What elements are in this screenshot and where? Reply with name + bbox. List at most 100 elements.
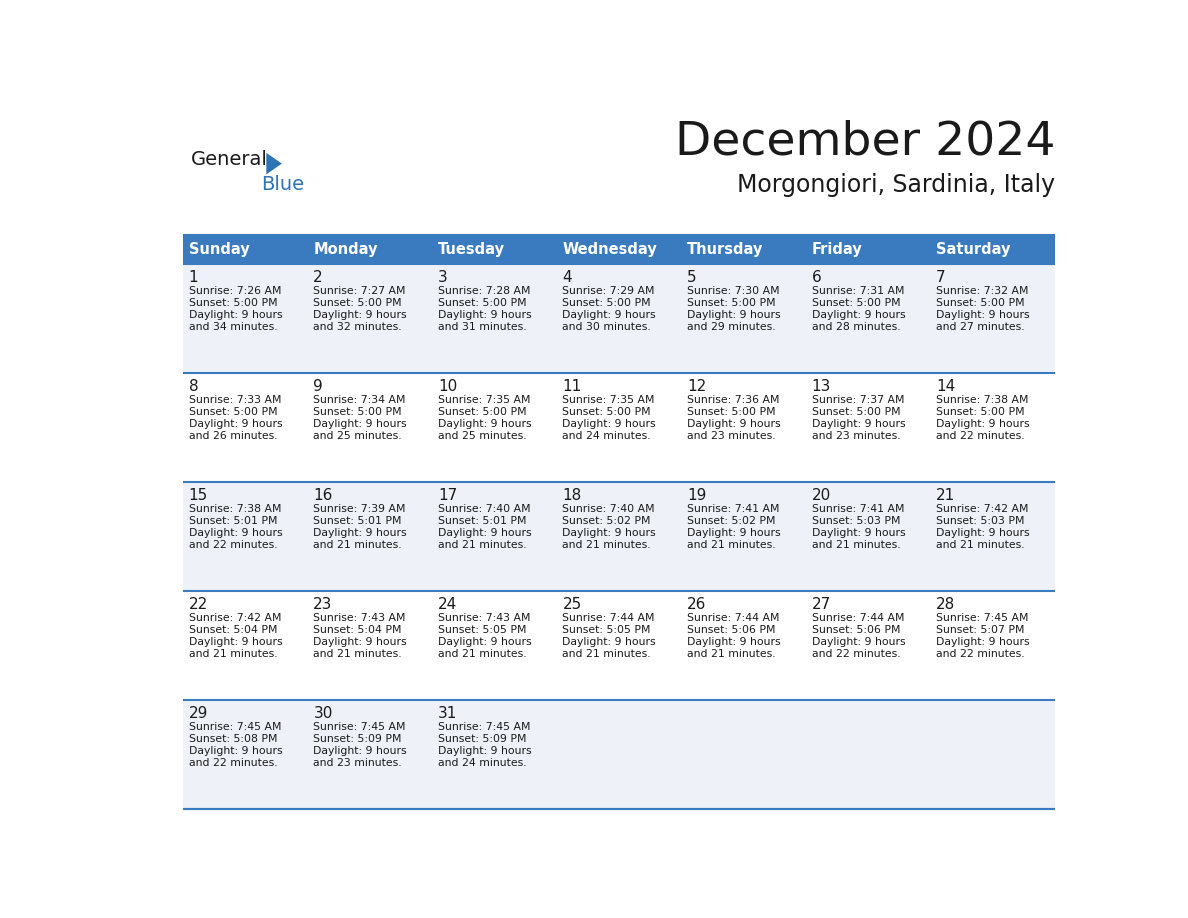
Text: 24: 24 xyxy=(438,597,457,611)
Text: Sunset: 5:00 PM: Sunset: 5:00 PM xyxy=(562,297,651,308)
Text: Sunrise: 7:45 AM: Sunrise: 7:45 AM xyxy=(438,722,530,732)
Text: Sunset: 5:02 PM: Sunset: 5:02 PM xyxy=(687,516,776,526)
Text: Sunrise: 7:41 AM: Sunrise: 7:41 AM xyxy=(811,504,904,514)
Text: 2: 2 xyxy=(314,270,323,285)
Text: and 22 minutes.: and 22 minutes. xyxy=(811,649,901,658)
Text: and 27 minutes.: and 27 minutes. xyxy=(936,321,1025,331)
Text: and 31 minutes.: and 31 minutes. xyxy=(438,321,526,331)
Text: Daylight: 9 hours: Daylight: 9 hours xyxy=(314,528,407,538)
Text: Sunset: 5:09 PM: Sunset: 5:09 PM xyxy=(438,733,526,744)
Text: Sunrise: 7:36 AM: Sunrise: 7:36 AM xyxy=(687,395,779,405)
Text: and 25 minutes.: and 25 minutes. xyxy=(438,431,526,441)
Text: 15: 15 xyxy=(189,487,208,503)
Text: Sunset: 5:00 PM: Sunset: 5:00 PM xyxy=(438,407,526,417)
Text: Daylight: 9 hours: Daylight: 9 hours xyxy=(811,309,905,319)
Text: 18: 18 xyxy=(562,487,582,503)
Bar xyxy=(557,235,682,264)
Text: Sunrise: 7:42 AM: Sunrise: 7:42 AM xyxy=(189,613,282,622)
Text: Sunrise: 7:40 AM: Sunrise: 7:40 AM xyxy=(438,504,531,514)
Text: Sunrise: 7:37 AM: Sunrise: 7:37 AM xyxy=(811,395,904,405)
Text: Sunrise: 7:44 AM: Sunrise: 7:44 AM xyxy=(687,613,779,622)
Text: Daylight: 9 hours: Daylight: 9 hours xyxy=(811,419,905,429)
Bar xyxy=(682,235,807,264)
Text: 13: 13 xyxy=(811,378,830,394)
Text: 7: 7 xyxy=(936,270,946,285)
Text: Sunrise: 7:38 AM: Sunrise: 7:38 AM xyxy=(936,395,1029,405)
Text: Daylight: 9 hours: Daylight: 9 hours xyxy=(438,419,531,429)
Text: 10: 10 xyxy=(438,378,457,394)
Text: Sunset: 5:08 PM: Sunset: 5:08 PM xyxy=(189,733,277,744)
Text: Daylight: 9 hours: Daylight: 9 hours xyxy=(811,528,905,538)
Text: Daylight: 9 hours: Daylight: 9 hours xyxy=(562,637,656,646)
Text: 21: 21 xyxy=(936,487,955,503)
Text: Daylight: 9 hours: Daylight: 9 hours xyxy=(562,419,656,429)
Text: 19: 19 xyxy=(687,487,707,503)
Text: Sunrise: 7:34 AM: Sunrise: 7:34 AM xyxy=(314,395,406,405)
Text: Sunrise: 7:31 AM: Sunrise: 7:31 AM xyxy=(811,285,904,296)
Text: Sunset: 5:00 PM: Sunset: 5:00 PM xyxy=(189,297,278,308)
Text: Daylight: 9 hours: Daylight: 9 hours xyxy=(189,637,283,646)
Text: and 23 minutes.: and 23 minutes. xyxy=(811,431,901,441)
Text: and 23 minutes.: and 23 minutes. xyxy=(687,431,776,441)
Text: 9: 9 xyxy=(314,378,323,394)
Text: Sunset: 5:00 PM: Sunset: 5:00 PM xyxy=(811,297,901,308)
Text: 30: 30 xyxy=(314,706,333,721)
Text: and 21 minutes.: and 21 minutes. xyxy=(811,540,901,550)
Text: and 30 minutes.: and 30 minutes. xyxy=(562,321,651,331)
Text: Daylight: 9 hours: Daylight: 9 hours xyxy=(314,419,407,429)
Text: 28: 28 xyxy=(936,597,955,611)
Text: and 22 minutes.: and 22 minutes. xyxy=(936,431,1025,441)
Bar xyxy=(183,374,1055,482)
Text: Daylight: 9 hours: Daylight: 9 hours xyxy=(936,528,1030,538)
Bar xyxy=(183,482,1055,591)
Text: and 21 minutes.: and 21 minutes. xyxy=(189,649,278,658)
Text: and 29 minutes.: and 29 minutes. xyxy=(687,321,776,331)
Text: Sunrise: 7:45 AM: Sunrise: 7:45 AM xyxy=(936,613,1029,622)
Text: Daylight: 9 hours: Daylight: 9 hours xyxy=(189,309,283,319)
Text: 6: 6 xyxy=(811,270,821,285)
Text: Daylight: 9 hours: Daylight: 9 hours xyxy=(687,309,781,319)
Text: Sunset: 5:09 PM: Sunset: 5:09 PM xyxy=(314,733,402,744)
Text: Daylight: 9 hours: Daylight: 9 hours xyxy=(936,309,1030,319)
Text: Daylight: 9 hours: Daylight: 9 hours xyxy=(438,309,531,319)
Text: and 21 minutes.: and 21 minutes. xyxy=(562,540,651,550)
Text: 3: 3 xyxy=(438,270,448,285)
Text: 26: 26 xyxy=(687,597,707,611)
Text: and 25 minutes.: and 25 minutes. xyxy=(314,431,402,441)
Text: Saturday: Saturday xyxy=(936,242,1011,257)
Text: 31: 31 xyxy=(438,706,457,721)
Text: Sunset: 5:04 PM: Sunset: 5:04 PM xyxy=(189,625,277,634)
Text: Sunrise: 7:38 AM: Sunrise: 7:38 AM xyxy=(189,504,282,514)
Text: Sunset: 5:05 PM: Sunset: 5:05 PM xyxy=(438,625,526,634)
Bar xyxy=(183,591,1055,700)
Text: Sunset: 5:00 PM: Sunset: 5:00 PM xyxy=(562,407,651,417)
Text: Sunrise: 7:29 AM: Sunrise: 7:29 AM xyxy=(562,285,655,296)
Text: 1: 1 xyxy=(189,270,198,285)
Text: 14: 14 xyxy=(936,378,955,394)
Text: 22: 22 xyxy=(189,597,208,611)
Text: Wednesday: Wednesday xyxy=(562,242,657,257)
Text: and 21 minutes.: and 21 minutes. xyxy=(314,540,402,550)
Text: Sunset: 5:02 PM: Sunset: 5:02 PM xyxy=(562,516,651,526)
Text: Sunset: 5:00 PM: Sunset: 5:00 PM xyxy=(936,407,1025,417)
Text: 12: 12 xyxy=(687,378,706,394)
Text: and 24 minutes.: and 24 minutes. xyxy=(562,431,651,441)
Text: 16: 16 xyxy=(314,487,333,503)
Text: Sunset: 5:00 PM: Sunset: 5:00 PM xyxy=(811,407,901,417)
Polygon shape xyxy=(266,152,282,174)
Text: and 22 minutes.: and 22 minutes. xyxy=(189,540,278,550)
Text: 4: 4 xyxy=(562,270,573,285)
Text: Daylight: 9 hours: Daylight: 9 hours xyxy=(811,637,905,646)
Text: Morgongiori, Sardinia, Italy: Morgongiori, Sardinia, Italy xyxy=(737,174,1055,197)
Bar xyxy=(930,235,1055,264)
Text: and 21 minutes.: and 21 minutes. xyxy=(438,540,526,550)
Text: 17: 17 xyxy=(438,487,457,503)
Text: and 24 minutes.: and 24 minutes. xyxy=(438,757,526,767)
Text: Sunrise: 7:41 AM: Sunrise: 7:41 AM xyxy=(687,504,779,514)
Text: Sunrise: 7:39 AM: Sunrise: 7:39 AM xyxy=(314,504,406,514)
Text: Sunrise: 7:33 AM: Sunrise: 7:33 AM xyxy=(189,395,282,405)
Text: Daylight: 9 hours: Daylight: 9 hours xyxy=(936,419,1030,429)
Text: Sunset: 5:03 PM: Sunset: 5:03 PM xyxy=(936,516,1024,526)
Text: Sunrise: 7:45 AM: Sunrise: 7:45 AM xyxy=(314,722,406,732)
Text: 8: 8 xyxy=(189,378,198,394)
